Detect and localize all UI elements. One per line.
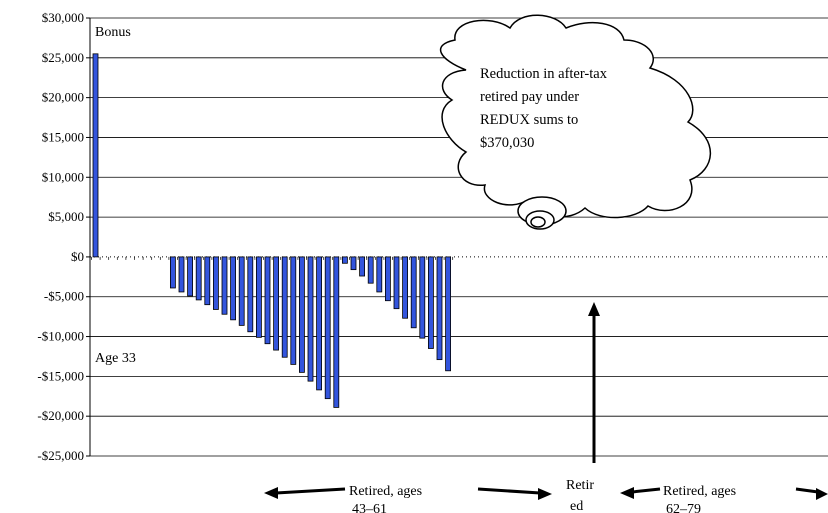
bar	[255, 256, 262, 338]
bar	[247, 256, 254, 333]
age-label: Age 33	[95, 351, 136, 366]
retired-ages-label-2: Retired, ages	[663, 484, 736, 499]
y-tick-label: -$20,000	[37, 408, 84, 423]
bar	[204, 256, 211, 306]
arrow-right-1-shaft	[477, 487, 541, 495]
retired-word-2: ed	[570, 499, 583, 513]
cloud-text-line-3: REDUX sums to	[480, 112, 578, 128]
y-tick-label: $15,000	[42, 129, 84, 144]
y-tick-label: $5,000	[48, 209, 84, 224]
y-tick-label: -$15,000	[37, 368, 84, 383]
bar	[212, 256, 219, 310]
bar	[427, 256, 434, 349]
bar	[384, 256, 391, 302]
arrow-right-2-head	[816, 488, 828, 500]
bar	[324, 256, 331, 400]
bar	[376, 256, 383, 293]
bar	[221, 256, 228, 315]
bar	[298, 256, 305, 373]
cloud-text-line-2: retired pay under	[480, 89, 579, 105]
bar	[195, 256, 202, 301]
bar	[419, 256, 426, 339]
bar	[316, 256, 323, 391]
y-tick-label: -$10,000	[37, 329, 84, 344]
y-tick-label: $0	[71, 249, 84, 264]
y-tick-label: $25,000	[42, 50, 84, 65]
arrow-left-2-shaft	[631, 487, 661, 494]
bar	[359, 256, 366, 277]
bar	[350, 256, 357, 271]
bars	[92, 53, 452, 408]
cloud-bubble-small	[530, 216, 546, 228]
arrow-left-1-shaft	[275, 487, 346, 495]
bar	[187, 256, 194, 297]
y-tick-label: $10,000	[42, 169, 84, 184]
retire-arrow-head	[588, 302, 600, 316]
bar	[238, 256, 245, 326]
y-tick-label: -$25,000	[37, 448, 84, 463]
retired-ages-label-1: Retired, ages	[349, 484, 422, 499]
bar	[393, 256, 400, 310]
thought-cloud: Reduction in after-tax retired pay under…	[439, 14, 712, 230]
bar	[436, 256, 443, 361]
bottom-annotations: Retired, ages 43–61 Retir ed Retired, ag…	[264, 478, 828, 513]
retired-ages-range-1: 43–61	[352, 502, 387, 513]
y-axis-tick-labels: $30,000 $25,000 $20,000 $15,000 $10,000 $5,00…	[37, 10, 84, 463]
bonus-label: Bonus	[95, 25, 131, 40]
bar	[169, 256, 176, 289]
bar	[307, 256, 314, 382]
y-tick-label: -$5,000	[44, 289, 84, 304]
bar	[230, 256, 237, 321]
arrow-right-1-head	[538, 488, 552, 500]
bar	[402, 256, 409, 319]
arrow-left-1-head	[264, 487, 278, 499]
arrow-right-2-shaft	[795, 487, 819, 494]
retired-ages-range-2: 62–79	[666, 502, 701, 513]
y-tick-label: $30,000	[42, 10, 84, 25]
bar	[92, 53, 99, 258]
bar	[410, 256, 417, 329]
bar	[178, 256, 185, 293]
bar	[281, 256, 288, 358]
cloud-shape	[439, 14, 712, 219]
y-tick-label: $20,000	[42, 90, 84, 105]
arrow-left-2-head	[620, 487, 634, 499]
bar	[264, 256, 271, 345]
bar	[333, 256, 340, 408]
cloud-text-line-1: Reduction in after-tax	[480, 66, 608, 82]
bar	[367, 256, 374, 284]
bar	[290, 256, 297, 365]
retired-word-1: Retir	[566, 478, 594, 493]
bar	[341, 256, 348, 264]
bar	[445, 256, 452, 372]
cloud-text-line-4: $370,030	[480, 135, 534, 151]
bar	[273, 256, 280, 351]
